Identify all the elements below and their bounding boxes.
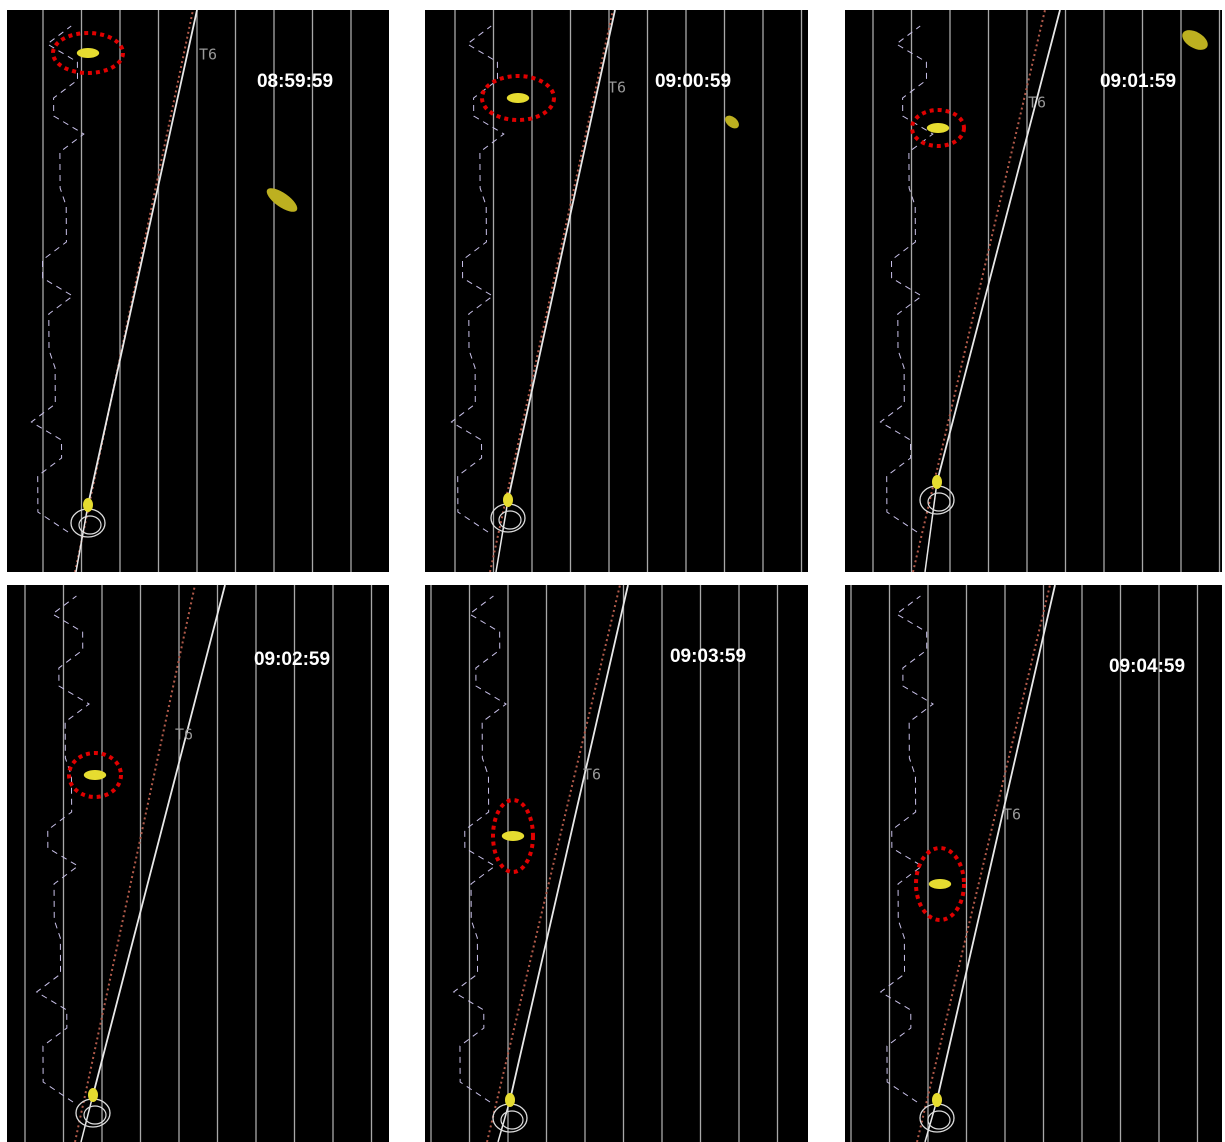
track-label: T6	[608, 79, 626, 97]
timestamp: 09:01:59	[1100, 71, 1176, 92]
panel-background	[7, 585, 389, 1142]
panel-content: T6 09:03:59	[425, 585, 808, 1142]
track-label: T6	[1028, 94, 1046, 112]
timestamp: 09:02:59	[254, 649, 330, 670]
timestamp: 09:04:59	[1109, 656, 1185, 677]
own-ship-echo	[503, 493, 513, 507]
track-label: T6	[199, 46, 217, 64]
target-echo	[77, 48, 99, 58]
own-ship-echo	[505, 1093, 515, 1107]
timestamp: 09:03:59	[670, 646, 746, 667]
target-echo	[929, 879, 951, 889]
track-label: T6	[175, 726, 193, 744]
panel-content: T6 08:59:59	[7, 10, 389, 572]
panel-background	[7, 10, 389, 572]
panel-content: T6 09:04:59	[845, 585, 1222, 1142]
own-ship-echo	[932, 475, 942, 489]
panel-content: T6 09:00:59	[425, 10, 808, 572]
radar-panel: T6 09:00:59	[425, 10, 808, 572]
panel-background	[425, 585, 808, 1142]
own-ship-echo	[932, 1093, 942, 1107]
page: T6 08:59:59 T6 09:00:59 T6 09:01:59 T6 09:02:59…	[0, 0, 1225, 1142]
own-ship-echo	[83, 498, 93, 512]
timestamp: 09:00:59	[655, 71, 731, 92]
radar-panel: T6 09:01:59	[845, 10, 1222, 572]
radar-figure: T6 08:59:59 T6 09:00:59 T6 09:01:59 T6 09:02:59…	[0, 0, 1225, 1142]
target-echo	[927, 123, 949, 133]
target-echo	[507, 93, 529, 103]
target-echo	[84, 770, 106, 780]
timestamp: 08:59:59	[257, 71, 333, 92]
target-echo	[502, 831, 524, 841]
track-label: T6	[583, 766, 601, 784]
radar-panel: T6 09:02:59	[7, 585, 389, 1142]
radar-panel: T6 09:04:59	[845, 585, 1222, 1142]
track-label: T6	[1003, 806, 1021, 824]
panel-content: T6 09:01:59	[845, 10, 1222, 572]
radar-panel: T6 08:59:59	[7, 10, 389, 572]
panel-content: T6 09:02:59	[7, 585, 389, 1142]
radar-panel: T6 09:03:59	[425, 585, 808, 1142]
own-ship-echo	[88, 1088, 98, 1102]
